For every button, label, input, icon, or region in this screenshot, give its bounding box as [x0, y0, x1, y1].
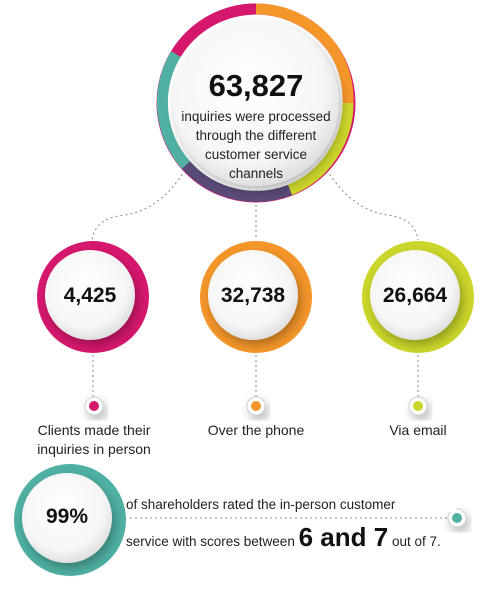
score-range: 6 and 7: [298, 522, 389, 552]
email-circle: [362, 241, 474, 353]
satisfaction-text-start: service with scores between: [126, 534, 295, 549]
inperson-value: 4,425: [63, 284, 117, 307]
inperson-dot: [84, 396, 104, 416]
satisfaction-dot: [447, 508, 467, 528]
phone-label: Over the phone: [207, 422, 305, 438]
connector-lines: [91, 169, 447, 519]
total-description: inquiries were processed through the dif…: [181, 109, 331, 181]
connector-top-to-inperson: [91, 169, 186, 241]
phone-dot: [246, 396, 266, 416]
total-value: 63,827: [208, 68, 304, 103]
inperson-circle: [37, 241, 149, 353]
email-dot: [408, 396, 428, 416]
satisfaction-text-line2: service with scores between 6 and 7 out …: [126, 522, 466, 553]
phone-circle: [200, 241, 312, 353]
email-label: Via email: [389, 422, 447, 438]
satisfaction-circle: [14, 464, 126, 576]
total-circle: [156, 3, 356, 203]
inperson-label: Clients made their inquiries in person: [37, 422, 151, 457]
satisfaction-text-end: out of 7.: [391, 534, 441, 549]
email-value: 26,664: [382, 284, 448, 307]
satisfaction-text-line1: of shareholders rated the in-person cust…: [126, 497, 456, 512]
connector-top-to-email: [326, 169, 419, 241]
phone-value: 32,738: [220, 284, 286, 307]
satisfaction-value: 99%: [45, 505, 89, 528]
